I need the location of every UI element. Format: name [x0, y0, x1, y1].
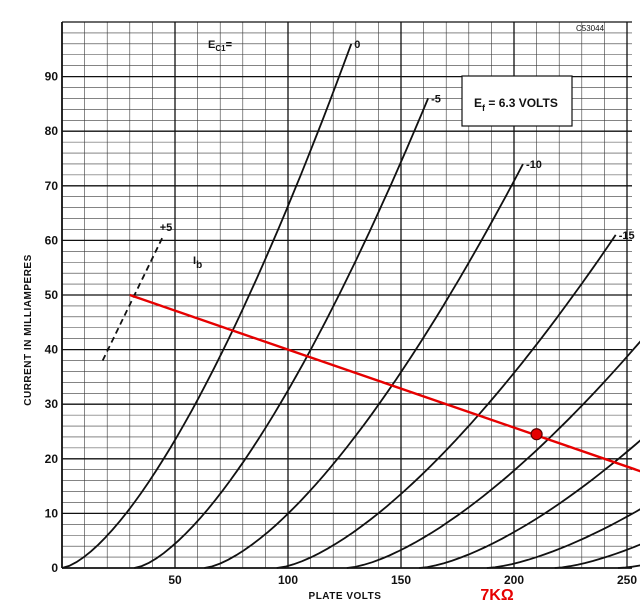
ef-value: = 6.3 VOLTS	[485, 96, 558, 110]
curve-ec1-plus5	[101, 234, 165, 361]
ib-subscript: b	[196, 260, 202, 271]
curve-ec1-minus5	[134, 98, 429, 569]
load-line-label: 7KΩ	[480, 587, 513, 604]
ef-symbol: E	[474, 96, 482, 110]
ib-label: Ib	[193, 255, 202, 271]
ec1-equals: =	[226, 39, 232, 51]
x-tick-label: 200	[504, 573, 524, 587]
ec1-symbol: E	[208, 39, 215, 51]
curves	[61, 43, 640, 569]
y-tick-label: 20	[45, 452, 59, 466]
x-tick-label: 250	[617, 573, 637, 587]
svg-text:Ef = 6.3 VOLTS: Ef = 6.3 VOLTS	[474, 96, 558, 113]
x-tick-label: 100	[278, 573, 298, 587]
curve-label: 0	[354, 39, 360, 51]
x-tick-label: 150	[391, 573, 411, 587]
curve-ec1-minus15	[276, 234, 617, 569]
heater-voltage-box: Ef = 6.3 VOLTS	[461, 75, 573, 127]
y-tick-label: 30	[45, 397, 59, 411]
y-tick-label: 60	[45, 233, 59, 247]
y-tick-label: 50	[45, 288, 59, 302]
y-tick-label: 40	[45, 343, 59, 357]
x-axis-title: PLATE VOLTS	[309, 591, 382, 602]
y-tick-label: 70	[45, 179, 59, 193]
y-tick-label: 10	[45, 506, 59, 520]
curve-ec1-0	[61, 43, 353, 569]
curve-ec1-minus30	[486, 508, 640, 569]
curve-label: -15	[619, 230, 635, 242]
grid-bias-prefix: EC1=	[208, 39, 232, 53]
curve-label: +5	[160, 222, 173, 234]
curve-ec1-minus40	[617, 564, 640, 569]
figure-code: C53044	[576, 24, 605, 33]
curve-ec1-minus35	[554, 543, 640, 569]
y-tick-label: 90	[45, 70, 59, 84]
load-line-7k	[129, 293, 640, 473]
curve-ec1-minus25	[419, 439, 640, 569]
tick-labels: 5010015020025030035040045001020304050607…	[45, 70, 638, 587]
x-tick-label: 50	[168, 573, 182, 587]
y-axis-title: CURRENT IN MILLIAMPERES	[23, 254, 34, 406]
y-tick-label: 0	[51, 561, 58, 575]
ef-subscript: f	[482, 103, 486, 113]
curve-label: -10	[526, 159, 542, 171]
ec1-subscript: C1	[215, 44, 226, 53]
operating-point	[530, 428, 543, 441]
y-tick-label: 80	[45, 124, 59, 138]
curve-label: -5	[431, 93, 441, 105]
curve-ec1-minus10	[204, 163, 524, 569]
ib-symbol: I	[193, 255, 196, 267]
curve-ec1-minus20	[346, 340, 640, 569]
curve-labels: +50-5-10-15-20-25-30-35-40-45-50-55-60-6…	[160, 39, 635, 242]
